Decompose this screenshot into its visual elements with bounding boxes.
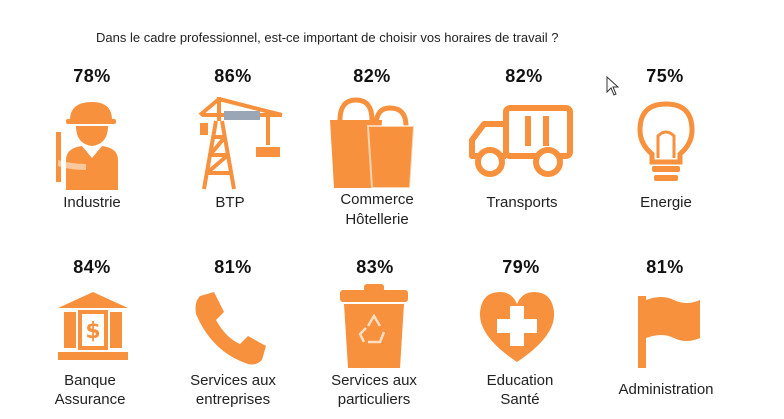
health-heart-icon [479,292,555,362]
pct-industrie: 78% [73,66,111,86]
bank-icon: $ [58,292,128,360]
worker-icon [56,102,118,190]
pct-administration: 81% [646,257,684,277]
pct-energie: 75% [646,66,684,86]
phone-icon [195,292,266,365]
label-commerce: Commerce [340,191,414,208]
pct-services-particuliers: 83% [356,257,394,277]
label-industrie: Industrie [63,194,121,211]
svg-text:$: $ [85,319,100,344]
recycle-bin-icon [340,284,408,368]
label-administration: Administration [618,381,714,398]
flag-icon [638,296,700,368]
label-banque: Banque [64,372,116,389]
label-assurance: Assurance [54,391,126,408]
pct-transports: 82% [505,66,543,86]
label-services-aux-2: Services aux [331,372,417,389]
pct-banque: 84% [73,257,111,277]
pct-commerce: 82% [353,66,391,86]
truck-icon [469,105,573,177]
pct-btp: 86% [214,66,252,86]
label-transports: Transports [486,194,558,211]
chart-title: Dans le cadre professionnel, est-ce impo… [96,30,559,45]
shopping-bags-icon [330,97,416,189]
label-entreprises: entreprises [195,391,271,408]
label-services-aux-1: Services aux [190,372,276,389]
crane-icon [198,97,283,190]
lightbulb-icon [637,101,695,181]
label-hotellerie: Hôtellerie [345,211,409,228]
label-particuliers: particuliers [337,391,411,408]
pct-services-entreprises: 81% [214,257,252,277]
pct-education: 79% [502,257,540,277]
label-energie: Energie [640,194,692,211]
mouse-cursor-icon [606,76,620,96]
label-btp: BTP [215,194,245,211]
label-sante: Santé [500,391,540,408]
label-education: Education [486,372,554,389]
